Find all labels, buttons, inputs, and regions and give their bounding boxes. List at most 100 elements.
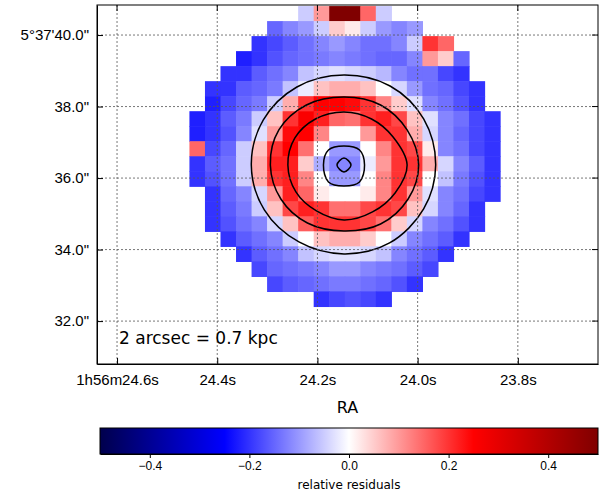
heatmap-cell bbox=[220, 126, 236, 142]
heatmap-cell bbox=[314, 261, 330, 277]
heatmap-cell bbox=[329, 126, 345, 142]
heatmap-cell bbox=[220, 66, 236, 82]
heatmap-cell bbox=[267, 276, 283, 292]
x-tick-label: 1h56m24.6s bbox=[76, 371, 159, 388]
heatmap-cell bbox=[329, 81, 345, 97]
heatmap-cell bbox=[283, 126, 299, 142]
heatmap-cell bbox=[205, 81, 221, 97]
heatmap-cell bbox=[469, 156, 485, 172]
colorbar-tick-mark bbox=[548, 454, 549, 458]
x-axis: 1h56m24.6s24.4s24.2s24.0s23.8s bbox=[76, 358, 598, 388]
heatmap-cell bbox=[453, 171, 469, 187]
grid-line-y bbox=[97, 106, 598, 107]
heatmap-cell bbox=[205, 171, 221, 187]
heatmap-cell bbox=[438, 66, 454, 82]
heatmap-cell bbox=[453, 111, 469, 127]
heatmap-cell bbox=[252, 81, 268, 97]
grid-line-y bbox=[97, 249, 598, 250]
heatmap-cell bbox=[298, 186, 314, 202]
heatmap-cell bbox=[345, 291, 361, 307]
heatmap-cell bbox=[267, 246, 283, 262]
colorbar-tick-mark bbox=[449, 454, 450, 458]
colorbar-title: relative residuals bbox=[298, 478, 401, 492]
heatmap-cell bbox=[360, 291, 376, 307]
heatmap-cell bbox=[422, 231, 438, 247]
grid-line-x bbox=[417, 5, 418, 364]
y-axis: 5°37'40.0"38.0"36.0"34.0"32.0" bbox=[21, 6, 103, 365]
heatmap-cell bbox=[329, 276, 345, 292]
y-tick-mark bbox=[97, 107, 103, 108]
y-tick-label: 34.0" bbox=[54, 241, 89, 258]
chart: 1h56m24.6s24.4s24.2s24.0s23.8s5°37'40.0"… bbox=[0, 0, 606, 499]
heatmap-cell bbox=[345, 126, 361, 142]
heatmap-cell bbox=[391, 51, 407, 67]
heatmap-cell bbox=[298, 261, 314, 277]
colorbar-tick-label: −0.4 bbox=[138, 459, 162, 473]
heatmap-cell bbox=[220, 96, 236, 112]
heatmap-cell bbox=[205, 156, 221, 172]
heatmap-cell bbox=[438, 246, 454, 262]
heatmap-cell bbox=[205, 96, 221, 112]
heatmap-cell bbox=[469, 81, 485, 97]
heatmap-cell bbox=[267, 21, 283, 37]
heatmap-cell bbox=[469, 141, 485, 157]
y-tick: 34.0" bbox=[54, 241, 103, 258]
heatmap-cell bbox=[329, 261, 345, 277]
heatmap-cell bbox=[205, 126, 221, 142]
heatmap-cell bbox=[298, 96, 314, 112]
heatmap-cell bbox=[329, 201, 345, 217]
heatmap-cell bbox=[438, 96, 454, 112]
frame-ticks bbox=[117, 5, 598, 321]
heatmap-cell bbox=[298, 141, 314, 157]
heatmap-cell bbox=[314, 126, 330, 142]
tick-top bbox=[417, 5, 418, 11]
tick-top bbox=[117, 5, 118, 11]
heatmap-cell bbox=[453, 126, 469, 142]
heatmap-cell bbox=[205, 216, 221, 232]
heatmap-cell bbox=[236, 186, 252, 202]
y-tick: 5°37'40.0" bbox=[21, 26, 103, 43]
heatmap-cell bbox=[205, 186, 221, 202]
heatmap-cell bbox=[283, 156, 299, 172]
heatmap-cell bbox=[407, 96, 423, 112]
heatmap-cell bbox=[267, 81, 283, 97]
x-tick-mark bbox=[518, 358, 519, 364]
heatmap bbox=[189, 6, 500, 307]
heatmap-cell bbox=[298, 51, 314, 67]
heatmap-cell bbox=[236, 171, 252, 187]
heatmap-cell bbox=[422, 171, 438, 187]
heatmap-cell bbox=[376, 36, 392, 52]
heatmap-cell bbox=[453, 216, 469, 232]
heatmap-cell bbox=[345, 36, 361, 52]
heatmap-cell bbox=[329, 6, 345, 22]
contours bbox=[251, 75, 435, 254]
x-tick-label: 24.4s bbox=[199, 371, 236, 388]
heatmap-cell bbox=[453, 66, 469, 82]
heatmap-cell bbox=[236, 216, 252, 232]
heatmap-cell bbox=[252, 261, 268, 277]
heatmap-cell bbox=[422, 66, 438, 82]
heatmap-cell bbox=[360, 36, 376, 52]
heatmap-cell bbox=[485, 141, 501, 157]
heatmap-cell bbox=[252, 51, 268, 67]
heatmap-cell bbox=[345, 186, 361, 202]
colorbar-tick-label: −0.2 bbox=[238, 459, 262, 473]
tick-top bbox=[217, 5, 218, 11]
heatmap-cell bbox=[407, 21, 423, 37]
x-tick-mark bbox=[418, 358, 419, 364]
colorbar-tick: −0.4 bbox=[138, 454, 162, 473]
x-tick-mark bbox=[217, 358, 218, 364]
heatmap-cell bbox=[360, 186, 376, 202]
heatmap-cell bbox=[438, 141, 454, 157]
heatmap-cell bbox=[267, 126, 283, 142]
colorbar-tick-label: 0.4 bbox=[540, 459, 557, 473]
heatmap-cell bbox=[376, 6, 392, 22]
heatmap-cell bbox=[267, 231, 283, 247]
heatmap-cell bbox=[236, 246, 252, 262]
contour bbox=[288, 112, 407, 220]
heatmap-cell bbox=[345, 66, 361, 82]
colorbar-tick-mark bbox=[150, 454, 151, 458]
y-axis-line bbox=[97, 6, 98, 365]
heatmap-cell bbox=[298, 276, 314, 292]
x-tick: 23.8s bbox=[500, 358, 537, 388]
